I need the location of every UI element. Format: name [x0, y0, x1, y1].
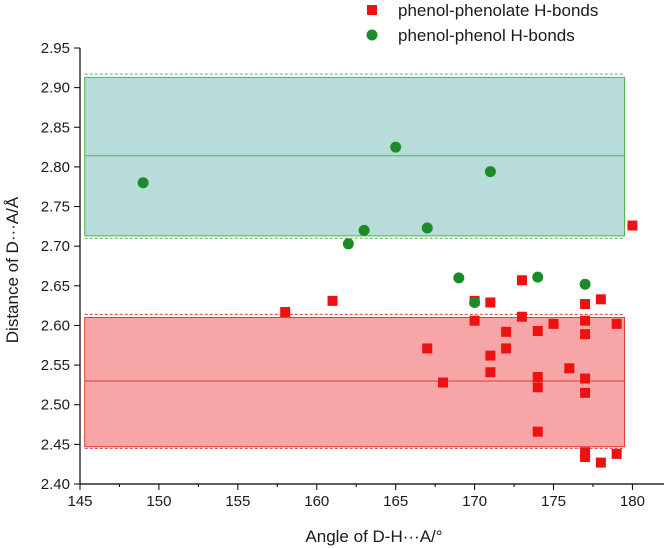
x-tick-label: 150: [146, 493, 171, 510]
x-axis-title: Angle of D-H···A/°: [305, 527, 442, 546]
phenolate-point: [280, 306, 291, 317]
phenolate-point: [532, 382, 543, 393]
phenolate-point: [580, 329, 591, 340]
phenol-point: [342, 238, 354, 250]
x-tick-label: 170: [462, 493, 487, 510]
y-tick-label: 2.95: [41, 40, 70, 57]
phenolate-point: [501, 326, 512, 337]
phenolate-point: [564, 363, 575, 374]
y-tick-label: 2.60: [41, 317, 70, 334]
y-tick-label: 2.50: [41, 397, 70, 414]
phenolate-point: [627, 220, 638, 231]
y-tick-label: 2.45: [41, 436, 70, 453]
phenolate-point: [580, 315, 591, 326]
x-tick-label: 155: [225, 493, 250, 510]
phenolate-point: [327, 295, 338, 306]
phenolate-point: [532, 371, 543, 382]
legend-marker-circle: [366, 29, 378, 41]
x-tick-label: 165: [383, 493, 408, 510]
x-tick-label: 175: [541, 493, 566, 510]
phenol-point: [390, 141, 402, 153]
phenol-point: [532, 271, 544, 283]
phenol-point: [469, 296, 481, 308]
phenol-point: [421, 222, 433, 234]
y-tick-label: 2.55: [41, 357, 70, 374]
phenolate-point: [516, 275, 527, 286]
phenolate-point: [501, 343, 512, 354]
x-tick-label: 160: [304, 493, 329, 510]
legend-label: phenol-phenol H-bonds: [398, 26, 575, 45]
phenolate-point: [580, 452, 591, 463]
phenolate-point: [595, 294, 606, 305]
bands-layer: [84, 73, 626, 449]
points-layer: [137, 141, 638, 468]
legend: phenol-phenolate H-bonds phenol-phenol H-…: [366, 1, 598, 45]
y-tick-label: 2.90: [41, 80, 70, 97]
phenolate-point: [580, 373, 591, 384]
phenolate-point: [611, 318, 622, 329]
axes-layer: 145 150 155 160 165 170 175 180 2.40 2.45 2.50 2.55…: [41, 40, 664, 510]
phenolate-point: [438, 377, 449, 388]
phenolate-point: [469, 315, 480, 326]
phenolate-point: [485, 297, 496, 308]
phenolate-point: [611, 448, 622, 459]
phenolate-point: [485, 350, 496, 361]
phenolate-point: [548, 318, 559, 329]
y-tick-label: 2.70: [41, 238, 70, 255]
y-tick-label: 2.75: [41, 199, 70, 216]
y-tick-label: 2.85: [41, 119, 70, 136]
phenolate-point: [422, 343, 433, 354]
band-rect-0: [84, 76, 626, 237]
y-tick-label: 2.65: [41, 278, 70, 295]
band-rect-1: [84, 317, 626, 448]
phenolate-point: [595, 457, 606, 468]
phenol-point: [484, 166, 496, 178]
y-tick-label: 2.40: [41, 476, 70, 493]
phenol-point: [358, 224, 370, 236]
x-tick-label: 145: [67, 493, 92, 510]
phenolate-point: [532, 426, 543, 437]
y-axis-title: Distance of D···A/Å: [3, 196, 22, 343]
phenol-point: [137, 177, 149, 189]
phenolate-point: [516, 311, 527, 322]
legend-marker-square: [367, 5, 377, 15]
legend-label: phenol-phenolate H-bonds: [398, 1, 598, 20]
phenol-point: [579, 278, 591, 290]
phenolate-point: [580, 387, 591, 398]
y-tick-label: 2.80: [41, 159, 70, 176]
phenolate-point: [485, 367, 496, 378]
phenol-point: [453, 272, 465, 284]
phenolate-point: [580, 299, 591, 310]
x-tick-label: 180: [620, 493, 645, 510]
phenolate-point: [532, 326, 543, 337]
